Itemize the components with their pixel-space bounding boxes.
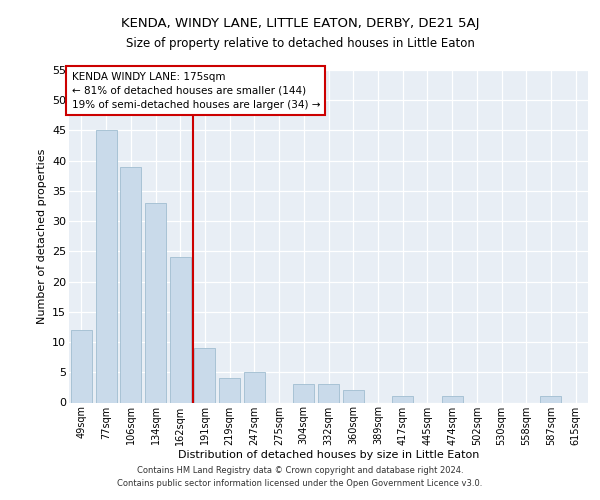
Bar (318, 384, 339, 402)
Text: Size of property relative to detached houses in Little Eaton: Size of property relative to detached ho… (125, 38, 475, 51)
Bar (343, 390, 364, 402)
Bar (293, 384, 314, 402)
Text: Contains HM Land Registry data © Crown copyright and database right 2024.
Contai: Contains HM Land Registry data © Crown c… (118, 466, 482, 487)
Bar (442, 396, 463, 402)
Bar (194, 348, 215, 403)
Text: KENDA, WINDY LANE, LITTLE EATON, DERBY, DE21 5AJ: KENDA, WINDY LANE, LITTLE EATON, DERBY, … (121, 18, 479, 30)
Bar (95, 130, 116, 402)
Bar (145, 203, 166, 402)
Bar (219, 378, 240, 402)
Bar (244, 372, 265, 402)
Y-axis label: Number of detached properties: Number of detached properties (37, 148, 47, 324)
X-axis label: Distribution of detached houses by size in Little Eaton: Distribution of detached houses by size … (178, 450, 479, 460)
Bar (71, 330, 92, 402)
Bar (392, 396, 413, 402)
Text: KENDA WINDY LANE: 175sqm
← 81% of detached houses are smaller (144)
19% of semi-: KENDA WINDY LANE: 175sqm ← 81% of detach… (71, 72, 320, 110)
Bar (170, 258, 191, 402)
Bar (120, 166, 141, 402)
Bar (541, 396, 562, 402)
